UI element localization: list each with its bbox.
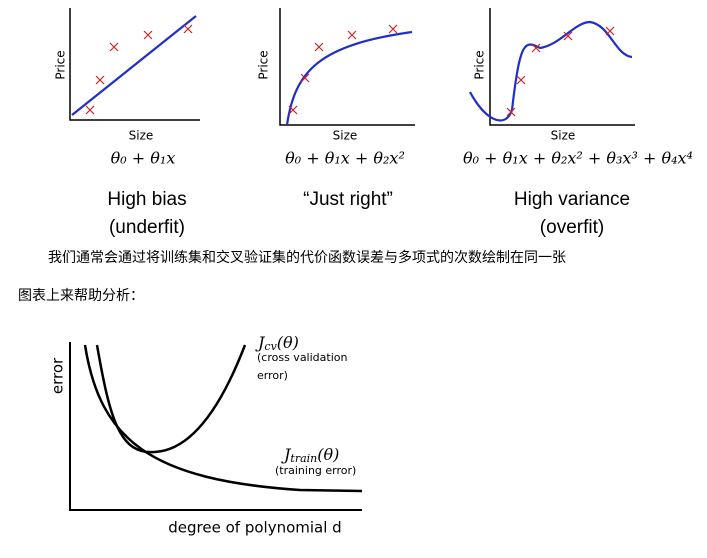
fit-curve (285, 30, 413, 126)
underfit-panel: Price Size θ₀ + θ₁x High bias (underfit) (54, 8, 200, 238)
caption: (underfit) (109, 217, 185, 238)
symbol: J (281, 445, 292, 464)
x-label: degree of polynomial d (168, 519, 341, 537)
data-points (85, 24, 193, 115)
y-label: Price (257, 50, 271, 79)
hypothesis: θ₀ + θ₁x (111, 149, 176, 168)
just-right-panel: Price Size θ₀ + θ₁x + θ₂x² “Just right” (257, 8, 415, 210)
x-label: Size (333, 129, 358, 143)
subscript: train (290, 452, 317, 465)
cv-error-curve (95, 344, 247, 454)
hypothesis: θ₀ + θ₁x + θ₂x² + θ₃x³ + θ₄x⁴ (463, 149, 693, 168)
y-label: error (49, 357, 67, 394)
train-error-curve (83, 344, 363, 493)
fit-curve (71, 15, 197, 116)
paragraph-line: 我们通常会通过将训练集和交叉验证集的代价函数误差与多项式的次数绘制在同一张 (48, 249, 566, 266)
fit-curve (469, 20, 633, 122)
cv-label: Jcv(θ) (255, 333, 299, 354)
caption: “Just right” (303, 189, 393, 210)
caption: (overfit) (540, 217, 604, 238)
axes (279, 8, 415, 126)
error-figure: error degree of polynomial d Jcv(θ) (cro… (49, 333, 363, 537)
train-note: (training error) (275, 464, 356, 477)
caption: High bias (107, 189, 186, 210)
paragraph-line: 图表上来帮助分析： (18, 288, 144, 304)
x-label: Size (551, 129, 576, 143)
data-points (288, 24, 398, 115)
hypothesis: θ₀ + θ₁x + θ₂x² (285, 149, 405, 168)
y-label: Price (54, 50, 68, 79)
data-points (506, 26, 615, 117)
axes (69, 8, 200, 121)
symbol: J (255, 333, 266, 352)
train-label: Jtrain(θ) (281, 445, 339, 466)
axes (69, 342, 362, 511)
argument: (θ) (277, 333, 299, 352)
cv-note: (cross validation (257, 351, 347, 364)
argument: (θ) (317, 445, 339, 464)
overfit-panel: Price Size θ₀ + θ₁x + θ₂x² + θ₃x³ + θ₄x⁴… (463, 8, 693, 238)
axes (489, 8, 635, 126)
y-label: Price (473, 50, 487, 79)
subscript: cv (264, 340, 277, 353)
cv-note: error) (257, 369, 288, 382)
caption: High variance (514, 189, 630, 210)
x-label: Size (129, 129, 154, 143)
